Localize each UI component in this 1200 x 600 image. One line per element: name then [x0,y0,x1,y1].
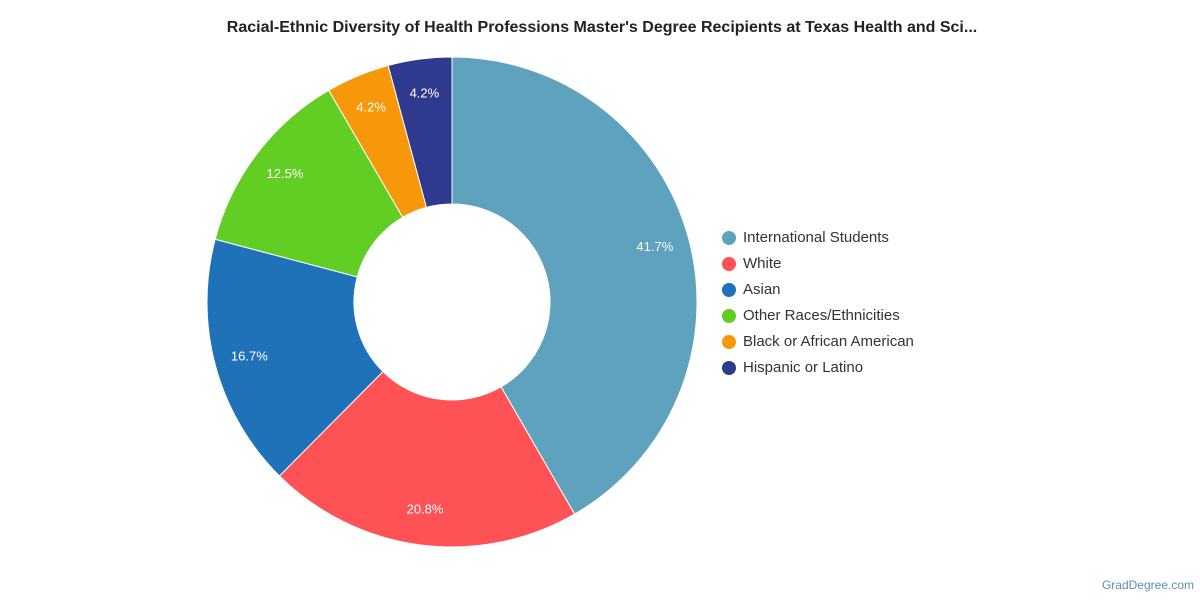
legend-marker [722,335,736,349]
data-label: 41.7% [636,239,673,254]
legend-marker [722,309,736,323]
data-label: 4.2% [356,100,386,115]
data-label: 16.7% [231,348,268,363]
legend-label: White [743,255,781,272]
legend-label: Black or African American [743,333,914,350]
legend-label: Hispanic or Latino [743,359,863,376]
slice [387,56,453,208]
legend-label: International Students [743,229,889,246]
data-label: 4.2% [410,85,440,100]
legend-marker [722,283,736,297]
slice [206,238,384,477]
chart-title: Racial-Ethnic Diversity of Health Profes… [227,19,977,36]
data-label: 12.5% [267,166,304,181]
legend-marker [722,257,736,271]
legend-marker [722,361,736,375]
data-label: 20.8% [407,502,444,517]
source: GradDegree.com [1102,578,1194,592]
legend-label: Other Races/Ethnicities [743,307,900,324]
slice [278,370,576,548]
legend-marker [722,231,736,245]
legend-label: Asian [743,281,781,298]
slice [451,56,698,515]
